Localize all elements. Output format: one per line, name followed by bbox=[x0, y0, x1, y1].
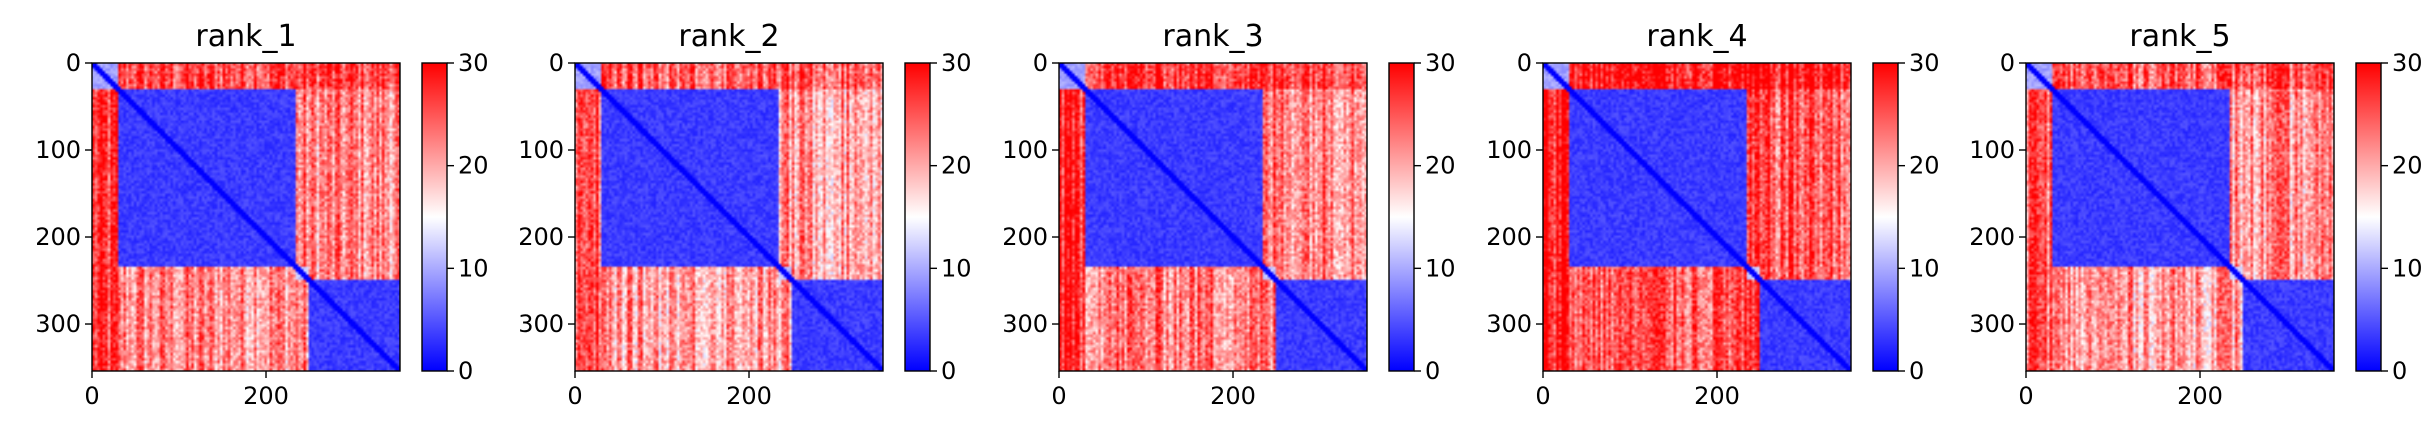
colorbar-tick-label: 0 bbox=[941, 357, 956, 385]
colorbar-tick-label: 30 bbox=[1425, 49, 1456, 77]
y-tick-label: 0 bbox=[66, 49, 81, 77]
colorbar-tick-label: 10 bbox=[2392, 254, 2423, 282]
panel-1: rank_1 0 100 200 300 0 200 0 10 20 30 bbox=[35, 19, 488, 410]
heatmap-image bbox=[575, 63, 883, 371]
panel-title: rank_1 bbox=[195, 19, 296, 54]
x-tick-label: 200 bbox=[243, 382, 289, 410]
heatmap-frame bbox=[1058, 62, 1368, 372]
y-tick-label: 0 bbox=[2000, 49, 2015, 77]
y-tick-label: 300 bbox=[35, 310, 81, 338]
y-tick-label: 300 bbox=[1486, 310, 1532, 338]
x-tick-label: 200 bbox=[1210, 382, 1256, 410]
colorbar-tick-label: 20 bbox=[1909, 152, 1940, 180]
panel-title: rank_2 bbox=[678, 19, 779, 54]
heatmap-frame bbox=[1542, 62, 1852, 372]
y-tick-label: 100 bbox=[518, 136, 564, 164]
colorbar-tick-label: 10 bbox=[1909, 254, 1940, 282]
heatmap-image bbox=[1059, 63, 1367, 371]
colorbar-tick-label: 10 bbox=[1425, 254, 1456, 282]
colorbar-tick-label: 30 bbox=[2392, 49, 2423, 77]
x-tick-label: 0 bbox=[1051, 382, 1066, 410]
colorbar-tick-label: 10 bbox=[941, 254, 972, 282]
panel-title: rank_5 bbox=[2129, 19, 2230, 54]
heatmap-image bbox=[2026, 63, 2334, 371]
colorbar bbox=[1872, 62, 1899, 372]
colorbar bbox=[421, 62, 448, 372]
colorbar-tick-label: 0 bbox=[2392, 357, 2407, 385]
y-tick-label: 100 bbox=[1486, 136, 1532, 164]
panel-title: rank_3 bbox=[1162, 19, 1263, 54]
y-tick-label: 300 bbox=[1002, 310, 1048, 338]
colorbar-tick-label: 20 bbox=[1425, 152, 1456, 180]
y-tick-label: 100 bbox=[1002, 136, 1048, 164]
y-tick-label: 200 bbox=[518, 223, 564, 251]
x-tick-label: 0 bbox=[567, 382, 582, 410]
panel-3: rank_3 0 100 200 300 0 200 0 10 20 30 bbox=[1002, 19, 1455, 410]
y-tick-label: 0 bbox=[1517, 49, 1532, 77]
panel-4: rank_4 0 100 200 300 0 200 0 10 20 30 bbox=[1486, 19, 1939, 410]
y-tick-label: 300 bbox=[1969, 310, 2015, 338]
y-tick-label: 0 bbox=[1033, 49, 1048, 77]
heatmap-frame bbox=[574, 62, 884, 372]
colorbar-tick-label: 30 bbox=[941, 49, 972, 77]
x-tick-label: 200 bbox=[1694, 382, 1740, 410]
heatmap-frame bbox=[91, 62, 401, 372]
colorbar-tick-label: 0 bbox=[1909, 357, 1924, 385]
x-tick-label: 0 bbox=[1535, 382, 1550, 410]
y-tick-label: 200 bbox=[35, 223, 81, 251]
y-tick-label: 200 bbox=[1002, 223, 1048, 251]
x-tick-label: 0 bbox=[2018, 382, 2033, 410]
panel-5: rank_5 0 100 200 300 0 200 0 10 20 30 bbox=[1969, 19, 2422, 410]
colorbar-tick-label: 20 bbox=[458, 152, 489, 180]
colorbar-tick-label: 0 bbox=[1425, 357, 1440, 385]
colorbar-tick-label: 0 bbox=[458, 357, 473, 385]
colorbar-tick-label: 10 bbox=[458, 254, 489, 282]
x-tick-label: 200 bbox=[726, 382, 772, 410]
colorbar-tick-label: 30 bbox=[458, 49, 489, 77]
y-tick-label: 200 bbox=[1969, 223, 2015, 251]
panel-2: rank_2 0 100 200 300 0 200 0 10 20 30 bbox=[518, 19, 971, 410]
y-tick-label: 100 bbox=[35, 136, 81, 164]
colorbar-tick-label: 20 bbox=[941, 152, 972, 180]
y-tick-label: 100 bbox=[1969, 136, 2015, 164]
x-tick-label: 200 bbox=[2177, 382, 2223, 410]
y-tick-label: 300 bbox=[518, 310, 564, 338]
heatmap-frame bbox=[2025, 62, 2335, 372]
colorbar bbox=[1388, 62, 1415, 372]
heatmap-image bbox=[1543, 63, 1851, 371]
y-tick-label: 0 bbox=[549, 49, 564, 77]
colorbar bbox=[2355, 62, 2382, 372]
y-tick-label: 200 bbox=[1486, 223, 1532, 251]
heatmap-image bbox=[92, 63, 400, 371]
panel-title: rank_4 bbox=[1646, 19, 1747, 54]
colorbar-tick-label: 20 bbox=[2392, 152, 2423, 180]
colorbar bbox=[904, 62, 931, 372]
x-tick-label: 0 bbox=[84, 382, 99, 410]
colorbar-tick-label: 30 bbox=[1909, 49, 1940, 77]
